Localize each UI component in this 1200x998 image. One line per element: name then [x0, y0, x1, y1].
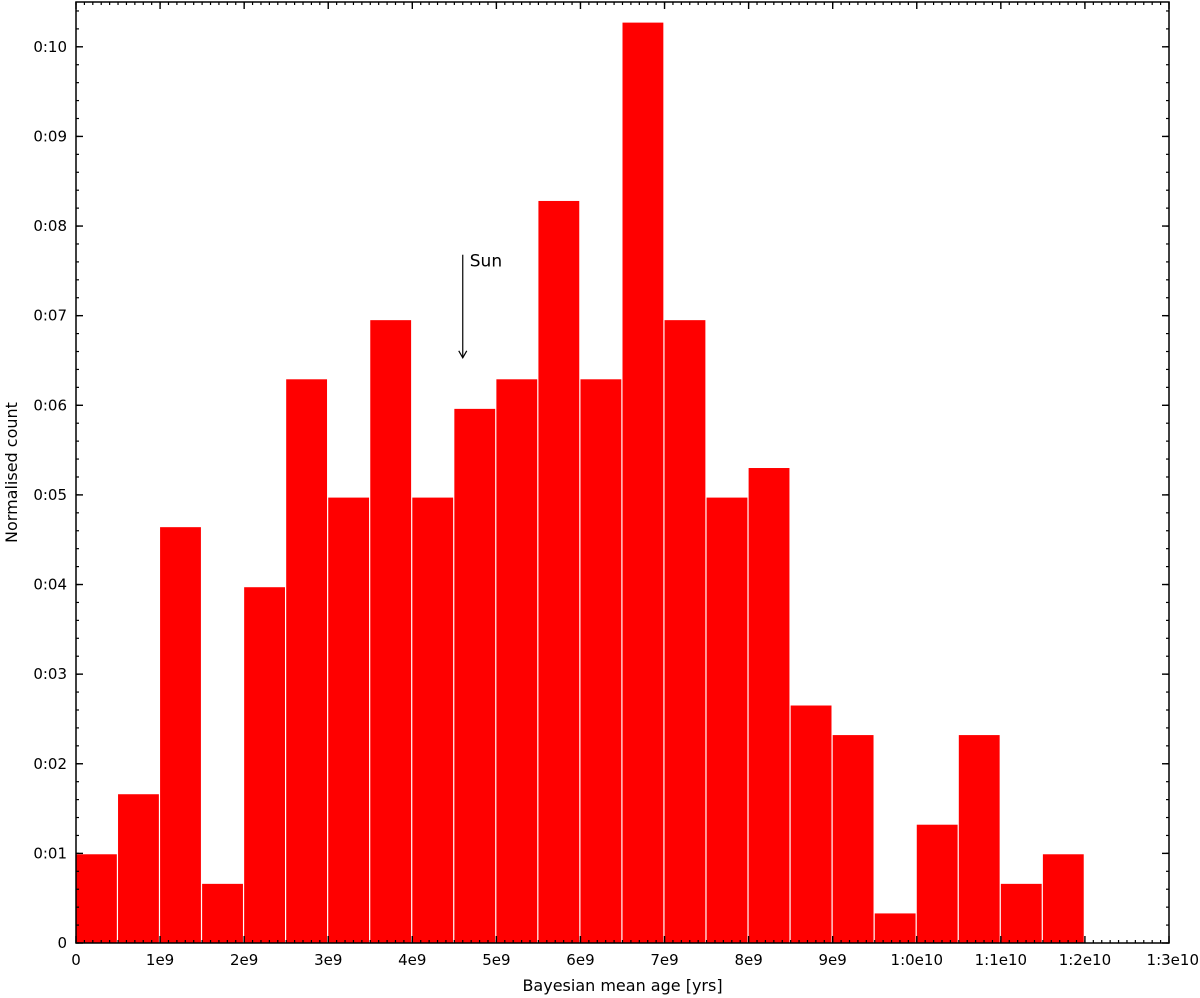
- x-tick-label: 9e9: [819, 951, 847, 969]
- bar-16: [748, 468, 790, 943]
- sun-label: Sun: [470, 252, 502, 272]
- y-tick-label: 0:05: [33, 486, 67, 504]
- bar-9: [454, 408, 496, 943]
- x-tick-label: 1:1e10: [975, 951, 1027, 969]
- bar-13: [622, 22, 664, 944]
- x-tick-label: 7e9: [650, 951, 678, 969]
- bar-19: [874, 913, 916, 943]
- y-axis: 0 0:01 0:02 0:03 0:04 0:05 0:06 0:07 0:08 0:09 0:1…: [33, 38, 1169, 952]
- x-tick-label: 1e9: [146, 951, 174, 969]
- bar-3: [202, 883, 243, 943]
- x-tick-label: 5e9: [482, 951, 510, 969]
- y-tick-label: 0:10: [33, 38, 67, 56]
- y-tick-label: 0:02: [33, 755, 67, 773]
- bar-20: [916, 824, 958, 943]
- y-tick-label: 0: [57, 934, 67, 952]
- sun-annotation: Sun: [458, 252, 502, 359]
- x-tick-label: 3e9: [314, 951, 342, 969]
- x-tick-label: 6e9: [566, 951, 594, 969]
- x-axis-title: Bayesian mean age [yrs]: [522, 976, 722, 995]
- bars-group: [76, 22, 1084, 944]
- y-tick-label: 0:03: [33, 665, 67, 683]
- y-tick-label: 0:04: [33, 576, 67, 594]
- bar-21: [958, 735, 1000, 943]
- x-tick-label: 2e9: [230, 951, 258, 969]
- bar-8: [412, 497, 454, 943]
- bar-17: [790, 705, 832, 943]
- bar-6: [328, 497, 370, 943]
- x-tick-label: 8e9: [734, 951, 762, 969]
- bar-23: [1042, 854, 1084, 943]
- x-tick-label: 4e9: [398, 951, 426, 969]
- bar-5: [286, 379, 328, 943]
- bar-12: [580, 379, 622, 943]
- bar-7: [370, 320, 412, 944]
- x-tick-label: 1:3e10: [1147, 951, 1199, 969]
- y-axis-title: Normalised count: [2, 402, 21, 543]
- bar-0: [76, 854, 117, 943]
- bar-4: [244, 587, 285, 943]
- bar-11: [538, 200, 580, 943]
- bar-10: [496, 379, 538, 943]
- x-tick-label: 1:0e10: [891, 951, 943, 969]
- y-tick-label: 0:01: [33, 844, 67, 862]
- plot-frame: [75, 1, 1170, 944]
- bar-18: [832, 735, 874, 943]
- bar-22: [1000, 883, 1042, 943]
- y-tick-label: 0:06: [33, 396, 67, 414]
- bar-2: [160, 527, 201, 943]
- x-axis: 0 1e9 2e9 3e9 4e9 5e9 6e9 7e9 8e9 9e9 1:0e10 1:1e10…: [71, 2, 1199, 969]
- y-tick-label: 0:09: [33, 127, 67, 145]
- y-tick-label: 0:07: [33, 307, 67, 325]
- bar-1: [118, 794, 159, 943]
- y-tick-label: 0:08: [33, 217, 67, 235]
- x-tick-label: 0: [71, 951, 81, 969]
- bar-14: [664, 320, 706, 944]
- sun-arrowhead: [458, 350, 468, 359]
- x-tick-label: 1:2e10: [1059, 951, 1111, 969]
- bar-15: [706, 497, 748, 943]
